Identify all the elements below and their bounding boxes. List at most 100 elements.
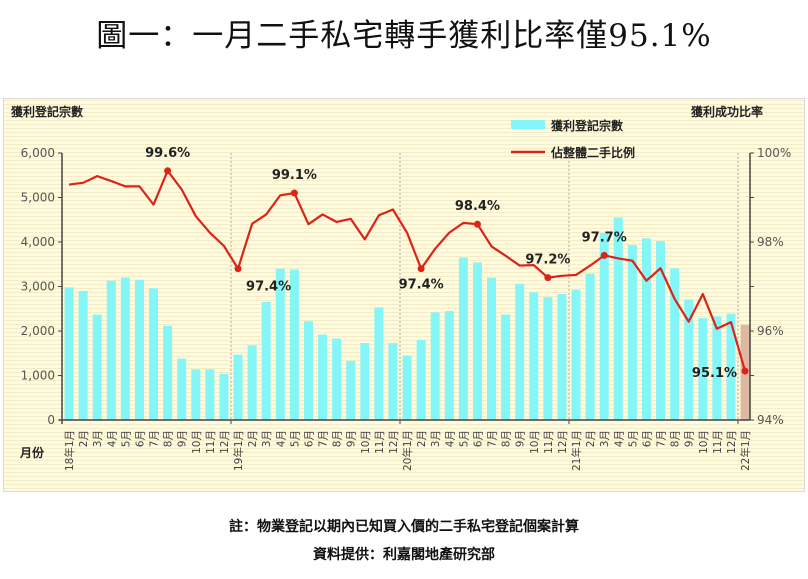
x-tick-label: 7月 [487,430,499,447]
x-tick-label: 7月 [318,430,330,447]
x-tick-label: 5月 [289,430,301,447]
x-tick-label: 20年1月 [401,430,414,471]
x-tick-label: 12月 [557,430,569,454]
left-tick-label: 2,000 [21,324,55,338]
bar [177,358,187,420]
right-axis-title: 獲利成功比率 [691,104,763,119]
left-tick-label: 3,000 [21,280,55,294]
x-tick-label: 10月 [191,430,203,454]
page-title: 圖一：一月二手私宅轉手獲利比率僅95.1% [96,18,712,54]
x-tick-label: 2月 [78,430,90,447]
data-label: 95.1% [692,366,737,381]
left-tick-label: 0 [47,413,55,427]
bar [571,289,581,420]
legend-bar-label: 獲利登記宗數 [551,118,623,133]
bar [515,283,525,420]
x-tick-label: 22年1月 [739,430,752,471]
bar [360,343,370,420]
bar [599,233,609,420]
x-tick-label: 6月 [641,430,653,447]
data-label: 99.6% [145,146,190,161]
x-tick-label: 10月 [698,430,710,454]
bar [585,273,595,420]
bar [402,355,412,420]
bar [726,313,736,420]
bar [275,268,285,420]
highlight-point [600,251,608,259]
bar [191,369,201,420]
x-axis-title: 月份 [19,445,45,460]
bar [613,217,623,420]
x-tick-label: 5月 [120,430,132,447]
x-tick-label: 12月 [219,430,231,454]
highlight-point [234,265,242,273]
bar [444,310,454,420]
x-tick-label: 7月 [656,430,668,447]
bar [78,290,88,420]
footnote: 註：物業登記以期內已知買入價的二手私宅登記個案計算 [229,519,579,535]
bar [543,297,553,420]
bar [120,277,130,420]
x-tick-label: 3月 [261,430,273,447]
bar [670,268,680,420]
data-label: 97.7% [582,230,627,245]
x-tick-label: 10月 [360,430,372,454]
ratio-line [68,169,747,372]
bar [529,292,539,420]
bar [698,318,708,420]
x-tick-label: 6月 [303,430,315,447]
x-tick-label: 11月 [712,430,724,454]
x-tick-label: 12月 [726,430,738,454]
x-tick-label: 8月 [163,430,175,447]
x-tick-label: 18年1月 [63,430,76,471]
x-tick-label: 2月 [416,430,428,447]
x-tick-label: 4月 [275,430,287,447]
x-tick-label: 2月 [247,430,259,447]
data-label: 99.1% [272,168,317,183]
x-tick-label: 21年1月 [570,430,583,471]
highlight-point [544,274,552,282]
bar [219,373,229,420]
x-tick-label: 9月 [684,430,696,447]
bar [318,334,328,420]
x-tick-label: 8月 [501,430,513,447]
x-tick-label: 5月 [627,430,639,447]
x-tick-label: 4月 [613,430,625,447]
bar [430,312,440,420]
bar [346,360,356,420]
source-credit: 資料提供：利嘉閣地產研究部 [313,547,495,563]
left-tick-label: 4,000 [21,235,55,249]
x-tick-label: 12月 [388,430,400,454]
data-label: 97.4% [399,278,444,293]
chart: 獲利登記宗數 獲利成功比率 月份 獲利登記宗數 佔整體二手比例 0 1,000 2,… [3,98,805,492]
bar [627,245,637,420]
right-tick-label: 100% [757,146,791,160]
x-tick-label: 19年1月 [232,430,245,471]
x-tick-label: 6月 [134,430,146,447]
x-tick-label: 4月 [106,430,118,447]
highlight-point [164,167,172,175]
left-tick-label: 6,000 [21,146,55,160]
bar [472,262,482,420]
bar [134,279,144,420]
highlight-point [417,265,425,273]
data-label: 97.2% [525,253,570,268]
bar [684,299,694,420]
bar [92,314,102,420]
x-tick-label: 8月 [670,430,682,447]
legend-line-label: 佔整體二手比例 [550,145,635,160]
left-tick-label: 1,000 [21,369,55,383]
data-label: 97.4% [246,280,291,295]
bar [656,241,666,420]
x-tick-label: 9月 [346,430,358,447]
x-tick-label: 11月 [205,430,217,454]
bar [163,325,173,420]
right-tick-label: 94% [757,413,784,427]
x-tick-label: 3月 [430,430,442,447]
x-tick-label: 9月 [515,430,527,447]
bar [303,321,313,420]
bar [416,339,426,420]
x-tick-label: 9月 [177,430,189,447]
right-tick-label: 96% [757,324,784,338]
bar [233,354,243,420]
